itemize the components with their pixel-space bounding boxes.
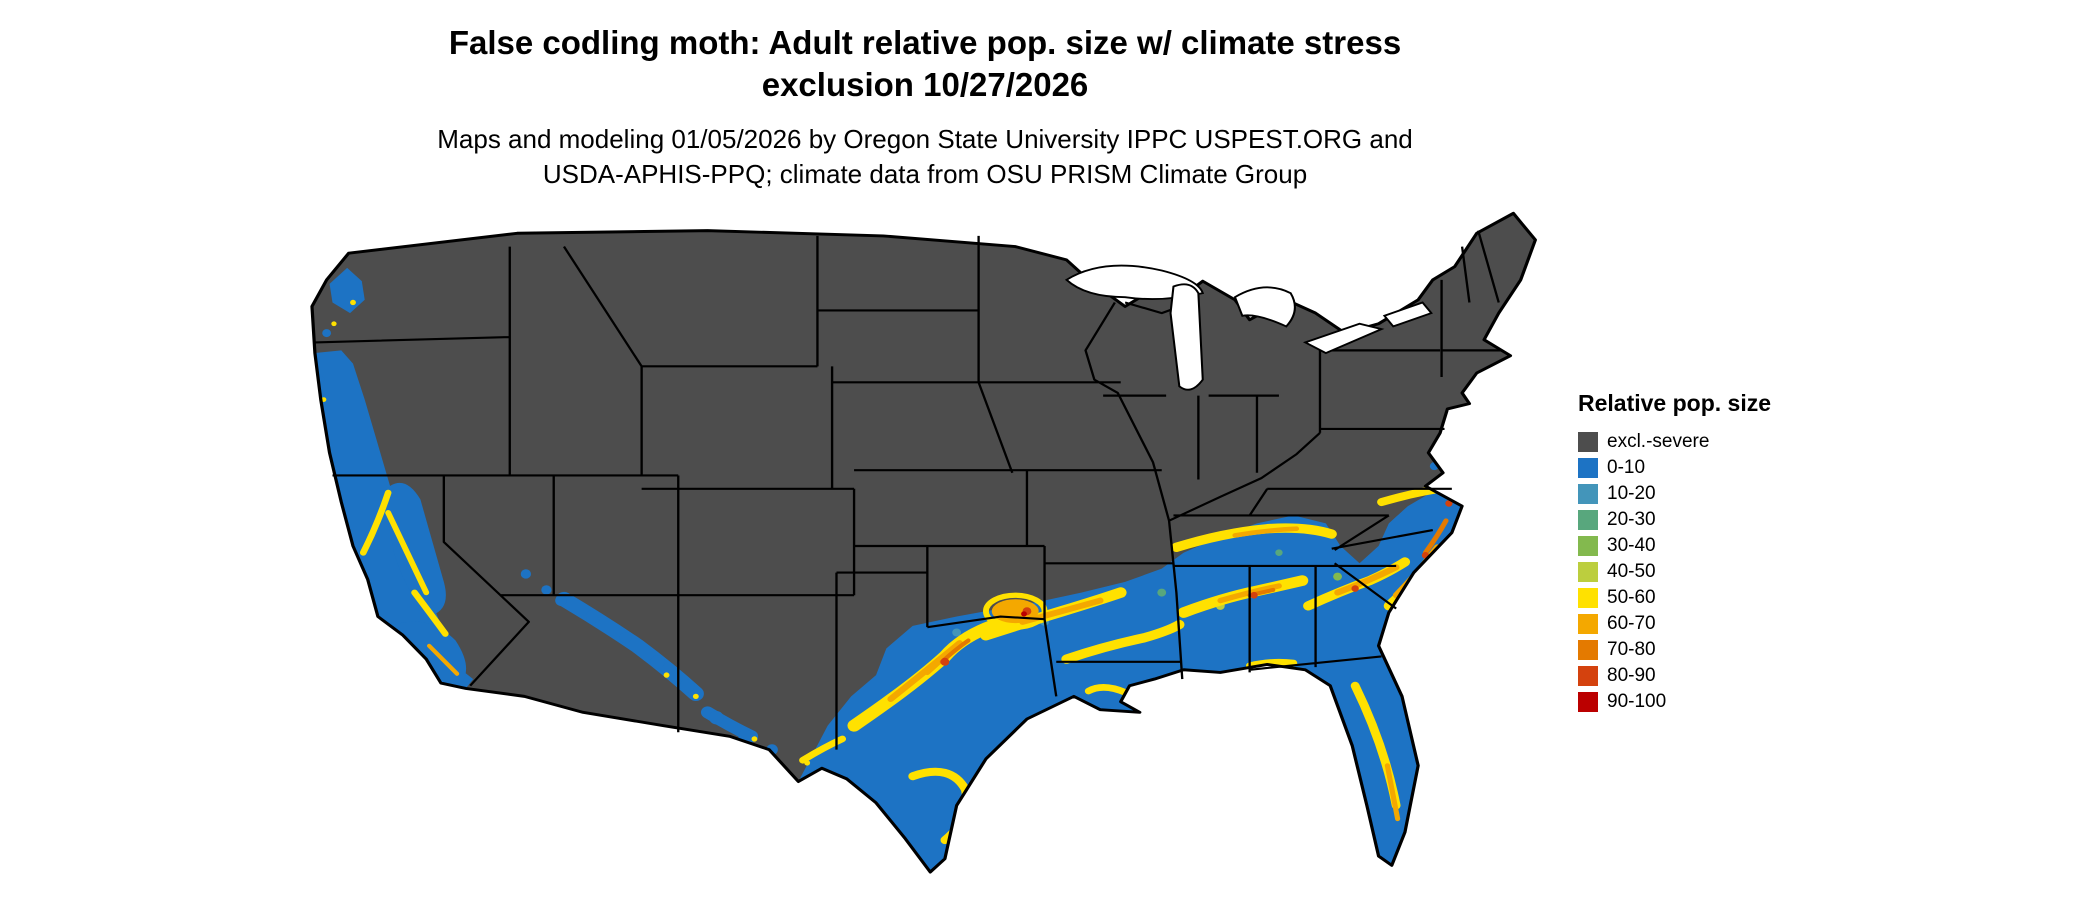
legend-label: 30-40 — [1607, 535, 1656, 556]
state-borders — [314, 230, 1502, 750]
legend-swatch-80-90 — [1578, 666, 1598, 686]
legend-item: 70-80 — [1578, 637, 1898, 663]
lake-superior-icon — [1064, 264, 1205, 300]
legend-swatch-40-50 — [1578, 562, 1598, 582]
map-legend: Relative pop. size excl.-severe 0-10 10-… — [1578, 390, 1898, 715]
lake-ontario-icon — [1382, 301, 1433, 328]
legend-item: 50-60 — [1578, 585, 1898, 611]
legend-label: 90-100 — [1607, 691, 1667, 712]
legend-label: excl.-severe — [1607, 431, 1710, 452]
title-line-1: False codling moth: Adult relative pop. … — [448, 24, 1402, 61]
lake-michigan-icon — [1169, 283, 1204, 391]
legend-title: Relative pop. size — [1578, 390, 1772, 416]
legend-item: 10-20 — [1578, 481, 1898, 507]
legend-label: 50-60 — [1607, 587, 1656, 608]
region-socal-blue — [388, 621, 467, 684]
page-subtitle: Maps and modeling 01/05/2026 by Oregon S… — [0, 122, 1850, 192]
legend-item: 60-70 — [1578, 611, 1898, 637]
region-central-valley-blue — [382, 482, 446, 616]
legend-swatch-20-30 — [1578, 510, 1598, 530]
map-area — [290, 200, 1550, 892]
legend-swatch-30-40 — [1578, 536, 1598, 556]
legend-swatch-50-60 — [1578, 588, 1598, 608]
legend-swatch-excl-severe — [1578, 432, 1598, 452]
legend-item: excl.-severe — [1578, 429, 1898, 455]
legend-item: 80-90 — [1578, 663, 1898, 689]
legend-item: 90-100 — [1578, 689, 1898, 715]
legend-label: 40-50 — [1607, 561, 1656, 582]
region-puget-blue — [329, 267, 365, 314]
subtitle-line-2: USDA-APHIS-PPQ; climate data from OSU PR… — [542, 159, 1308, 189]
legend-label: 80-90 — [1607, 665, 1656, 686]
blue-speckles — [314, 329, 1454, 755]
legend-item: 40-50 — [1578, 559, 1898, 585]
legend-label: 60-70 — [1607, 613, 1656, 634]
legend-label: 70-80 — [1607, 639, 1656, 660]
title-line-2: exclusion 10/27/2026 — [761, 66, 1089, 103]
legend-item: 30-40 — [1578, 533, 1898, 559]
legend-swatch-70-80 — [1578, 640, 1598, 660]
us-outline-stroke — [310, 211, 1537, 874]
great-lakes — [1064, 264, 1433, 391]
legend-swatch-10-20 — [1578, 484, 1598, 504]
population-raster — [314, 267, 1463, 873]
us-outline — [311, 213, 1536, 873]
page-title: False codling moth: Adult relative pop. … — [0, 22, 1850, 106]
lake-erie-icon — [1302, 322, 1385, 355]
oklahoma-orange-blob — [991, 599, 1039, 624]
legend-label: 0-10 — [1607, 457, 1646, 478]
us-map — [310, 211, 1537, 874]
dark-red-speckle — [1021, 611, 1027, 617]
lake-huron-icon — [1233, 286, 1296, 328]
subtitle-line-1: Maps and modeling 01/05/2026 by Oregon S… — [437, 124, 1413, 154]
legend-label: 10-20 — [1607, 483, 1656, 504]
legend-item: 0-10 — [1578, 455, 1898, 481]
legend-swatch-60-70 — [1578, 614, 1598, 634]
legend-label: 20-30 — [1607, 509, 1656, 530]
legend-swatch-0-10 — [1578, 458, 1598, 478]
legend-item: 20-30 — [1578, 507, 1898, 533]
legend-swatch-90-100 — [1578, 692, 1598, 712]
